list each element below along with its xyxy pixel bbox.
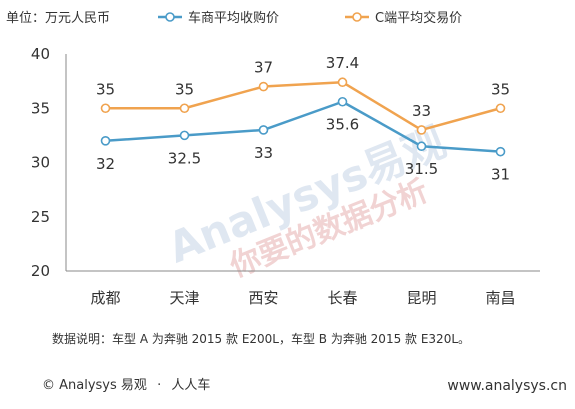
data-point: [258, 125, 269, 135]
x-tick-label: 南昌: [485, 289, 515, 307]
footer-separator: ·: [157, 378, 162, 393]
series-group: 32 32.5 33 35.6 31.5 31 35 35 37 37.4 33 35: [96, 54, 510, 183]
x-tick-label: 成都: [90, 289, 120, 307]
data-point: [416, 125, 427, 135]
data-point: [179, 103, 190, 114]
legend-swatch-marker: [165, 12, 175, 22]
y-axis-ticks: 20 25 30 35 40: [31, 45, 50, 280]
data-label: 35: [96, 80, 115, 98]
data-point: [337, 77, 348, 88]
y-tick-label: 30: [31, 154, 50, 172]
x-tick-label: 长春: [327, 289, 357, 307]
copyright-text: © Analysys 易观: [42, 378, 147, 393]
data-label: 35: [491, 80, 510, 98]
series-line: [105, 80, 501, 132]
data-label: 33: [254, 144, 273, 162]
data-point: [416, 141, 427, 152]
data-label: 32: [96, 155, 115, 173]
y-tick-label: 40: [31, 45, 50, 63]
x-tick-label: 昆明: [406, 289, 436, 307]
legend: 车商平均收购价 C端平均交易价: [158, 10, 462, 26]
legend-label: 车商平均收购价: [188, 10, 279, 26]
data-label: 35.6: [326, 116, 359, 134]
data-label: 37: [254, 59, 273, 77]
data-label: 32.5: [168, 149, 201, 167]
x-axis-categories: 成都 天津 西安 长春 昆明 南昌: [90, 289, 515, 307]
y-tick-label: 25: [31, 208, 50, 226]
series-line: [105, 100, 501, 153]
x-tick-label: 西安: [248, 289, 278, 307]
data-point: [100, 103, 111, 114]
partner-text: 人人车: [171, 378, 211, 393]
unit-label: 单位：万元人民币: [6, 11, 110, 26]
data-label: 31: [491, 166, 510, 184]
y-tick-label: 20: [31, 262, 50, 280]
footer-brand: © Analysys 易观 · 人人车: [42, 374, 210, 393]
data-point: [258, 81, 269, 92]
data-point: [495, 103, 506, 114]
data-point: [179, 130, 190, 141]
data-point: [100, 136, 111, 146]
data-label: 33: [412, 102, 431, 120]
data-note: 数据说明：车型 A 为奔驰 2015 款 E200L，车型 B 为奔驰 2015…: [52, 332, 471, 346]
data-point: [337, 96, 348, 107]
data-label: 37.4: [326, 54, 359, 72]
data-point: [495, 146, 506, 157]
data-label: 35: [175, 80, 194, 98]
legend-swatch-marker: [352, 12, 362, 22]
website-text: www.analysys.cn: [447, 378, 567, 394]
legend-label: C端平均交易价: [375, 10, 462, 26]
data-label: 31.5: [405, 160, 438, 178]
x-tick-label: 天津: [169, 289, 199, 307]
y-tick-label: 35: [31, 99, 50, 117]
